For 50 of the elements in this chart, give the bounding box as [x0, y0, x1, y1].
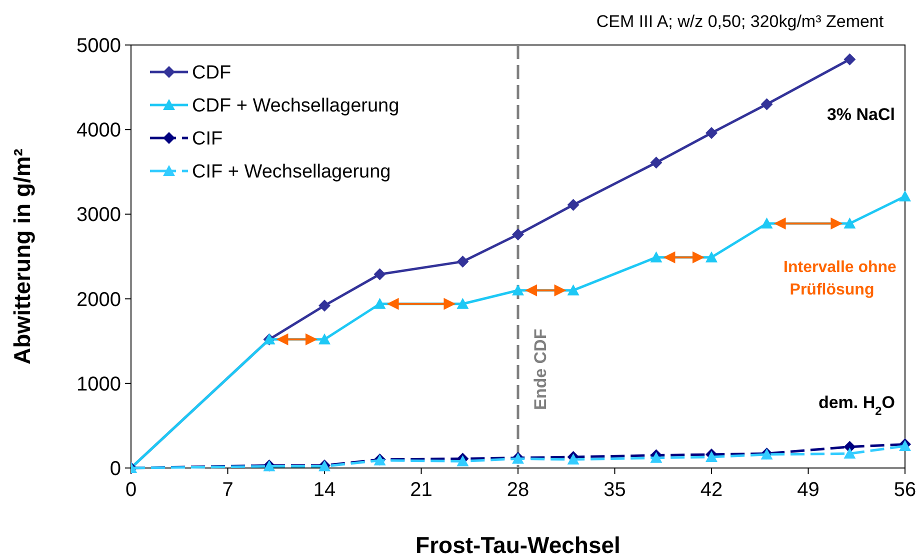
point	[374, 298, 386, 309]
point	[512, 228, 524, 241]
ref-line-label: Ende CDF	[531, 328, 550, 410]
legend-label: CDF	[192, 62, 232, 84]
point	[760, 98, 773, 110]
x-tick-label: 42	[700, 479, 723, 501]
point	[706, 126, 718, 139]
point	[374, 268, 386, 280]
chart-title: CEM III A; w/z 0,50; 320kg/m³ Zement	[596, 12, 884, 31]
point	[567, 454, 580, 465]
x-tick-label: 7	[222, 479, 234, 501]
x-tick-label: 56	[894, 479, 916, 501]
annotation: Intervalle ohne Prüflösung	[784, 259, 897, 298]
point	[318, 333, 330, 344]
x-tick-label: 35	[604, 479, 626, 501]
point	[318, 300, 330, 312]
legend-label: CDF + Wechsellagerung	[192, 96, 400, 117]
y-tick-label: 5000	[76, 35, 121, 57]
y-tick-label: 4000	[76, 120, 121, 142]
annotation: dem. H$_{2}$O	[818, 393, 895, 418]
legend-label: CIF + Wechsellagerung	[192, 162, 391, 183]
x-tick-label: 49	[797, 479, 820, 501]
point	[706, 251, 718, 262]
point	[844, 218, 856, 229]
point	[650, 452, 662, 463]
point	[456, 256, 469, 268]
point	[567, 284, 580, 296]
point	[760, 218, 773, 229]
point	[456, 298, 469, 309]
x-tick-label: 28	[506, 479, 530, 501]
point	[899, 190, 911, 202]
x-axis-title: Frost-Tau-Wechsel	[416, 532, 620, 558]
point	[650, 251, 662, 262]
x-tick-label: 14	[313, 479, 336, 501]
y-axis-title: Abwitterung in g/m²	[9, 148, 35, 364]
point	[456, 455, 469, 466]
annotation: 3% NaCl	[826, 105, 895, 124]
point	[650, 156, 662, 169]
y-tick-label: 2000	[76, 288, 121, 311]
x-tick-label: 0	[125, 479, 137, 501]
legend-label: CIF	[192, 128, 223, 150]
point	[512, 284, 524, 296]
y-tick-label: 3000	[76, 204, 121, 226]
y-tick-label: 0	[110, 458, 121, 480]
x-tick-label: 21	[410, 479, 432, 501]
point	[706, 451, 718, 462]
y-tick-label: 1000	[76, 373, 121, 396]
point	[844, 53, 856, 66]
point	[844, 448, 856, 459]
point	[567, 198, 580, 211]
